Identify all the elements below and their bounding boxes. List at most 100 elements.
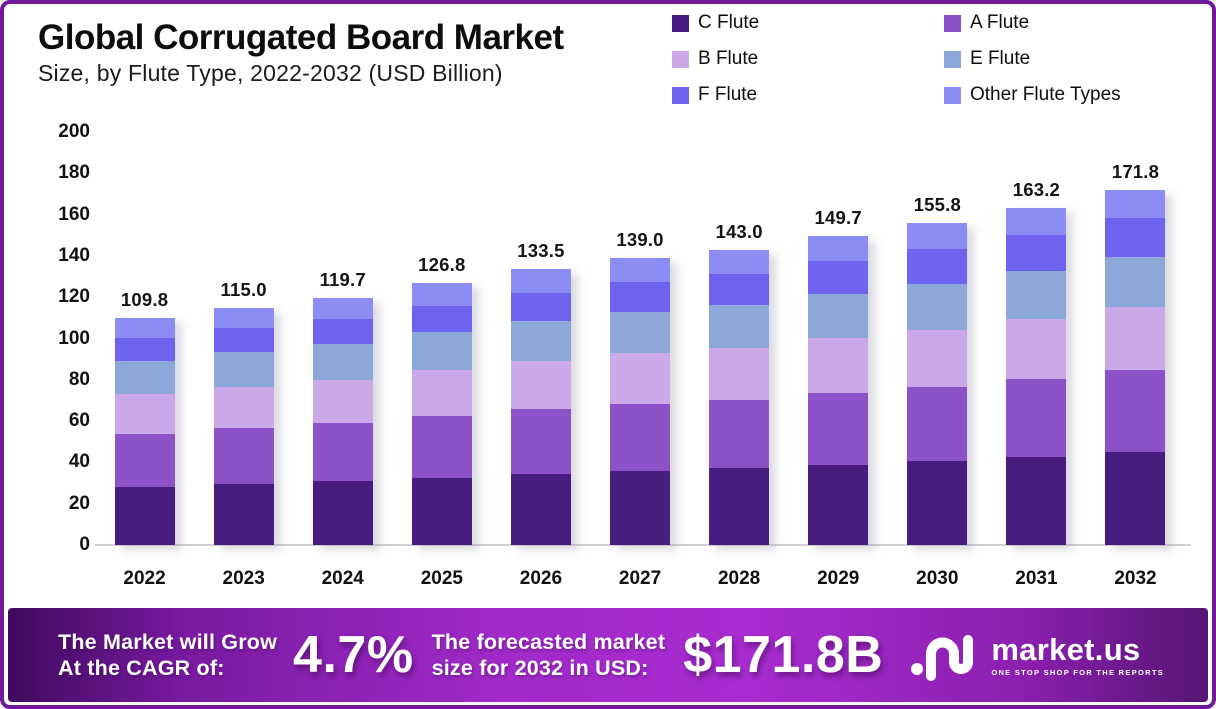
bar-column-2025: 126.8 2025 (392, 132, 491, 589)
bar-value-label: 133.5 (517, 240, 565, 262)
bar-column-2032: 171.8 2032 (1086, 132, 1185, 589)
bar-segment-a-flute (114, 433, 175, 487)
bar-stack-2031 (1006, 207, 1067, 545)
bar-stack-2029 (808, 235, 869, 545)
bar-segment-a-flute (709, 399, 770, 469)
bar-segment-b-flute (312, 380, 373, 424)
bar-segment-e-flute (1006, 271, 1067, 320)
y-axis-label: 80 (68, 368, 90, 390)
legend-label: C Flute (698, 12, 760, 33)
bar-segment-a-flute (610, 403, 671, 471)
bar-segment-c-flute (312, 481, 373, 545)
y-axis-label: 20 (68, 492, 90, 514)
x-axis-line (95, 544, 1191, 546)
forecast-label-line1: The forecasted market (431, 629, 666, 654)
bar-segment-a-flute (907, 386, 968, 462)
x-axis-label: 2029 (817, 568, 860, 589)
bar-segment-f-flute (808, 261, 869, 295)
bars-plot: 109.8 2022 115.0 2023 119.7 2024 126.8 2025 133.… (95, 132, 1185, 589)
x-axis-label: 2024 (321, 568, 364, 589)
bar-segment-e-flute (411, 332, 472, 371)
bar-segment-other-flute-types (907, 223, 968, 250)
bar-column-2024: 119.7 2024 (293, 132, 392, 589)
bar-segment-c-flute (1105, 452, 1166, 545)
bar-column-2028: 143.0 2028 (690, 132, 789, 589)
cagr-label: The Market will Grow At the CAGR of: (58, 629, 277, 681)
legend-label: Other Flute Types (970, 84, 1121, 105)
legend-item-c-flute: C Flute (672, 12, 944, 34)
forecast-value: $171.8B (683, 626, 884, 684)
legend-swatch-icon (672, 50, 689, 68)
legend-item-b-flute: B Flute (672, 48, 944, 70)
bar-segment-f-flute (213, 328, 274, 352)
bar-segment-other-flute-types (610, 258, 671, 282)
bar-column-2031: 163.2 2031 (987, 132, 1086, 589)
legend-swatch-icon (672, 14, 689, 32)
legend-label: B Flute (698, 48, 759, 69)
bar-stack-2024 (312, 297, 373, 545)
bar-value-label: 126.8 (418, 254, 466, 276)
x-axis-label: 2028 (717, 568, 761, 589)
page-title: Global Corrugated Board Market (38, 18, 564, 57)
y-axis: 0 20 40 60 80 100 120 140 160 180 200 (34, 121, 90, 555)
bar-segment-a-flute (312, 423, 373, 482)
marketus-logo-icon (911, 635, 974, 681)
bar-segment-b-flute (213, 386, 274, 429)
bar-stack-2025 (411, 283, 472, 545)
bar-segment-f-flute (709, 274, 770, 306)
bar-value-label: 155.8 (913, 194, 961, 216)
bar-segment-other-flute-types (312, 297, 373, 319)
bar-segment-c-flute (510, 473, 571, 545)
y-axis-label: 100 (58, 327, 90, 349)
page-subtitle: Size, by Flute Type, 2022-2032 (USD Bill… (38, 60, 503, 87)
bar-value-label: 143.0 (715, 220, 763, 242)
bar-column-2029: 149.7 2029 (789, 132, 888, 589)
bar-segment-f-flute (1006, 234, 1067, 272)
bar-column-2022: 109.8 2022 (95, 132, 194, 589)
bar-segment-c-flute (610, 470, 671, 545)
marketus-logo: market.us ONE STOP SHOP FOR THE REPORTS (909, 627, 1164, 683)
legend-swatch-icon (672, 86, 689, 104)
bar-stack-2032 (1105, 190, 1166, 545)
bar-value-label: 149.7 (814, 206, 862, 228)
bar-segment-e-flute (312, 343, 373, 381)
y-axis-label: 0 (79, 534, 90, 555)
legend-swatch-icon (944, 14, 961, 32)
bar-column-2030: 155.8 2030 (888, 132, 987, 589)
bar-segment-e-flute (1105, 257, 1166, 308)
bar-segment-e-flute (114, 360, 175, 394)
forecast-label-line2: size for 2032 in USD: (431, 656, 649, 680)
bar-segment-a-flute (510, 409, 571, 474)
bar-segment-b-flute (610, 353, 671, 404)
bar-value-label: 115.0 (220, 278, 267, 300)
bar-segment-e-flute (808, 294, 869, 339)
bar-stack-2022 (114, 318, 175, 545)
bar-stack-2027 (610, 258, 671, 545)
bar-segment-f-flute (312, 318, 373, 344)
bar-segment-b-flute (1006, 319, 1067, 379)
bar-segment-a-flute (1105, 370, 1166, 453)
legend-item-e-flute: E Flute (944, 48, 1121, 70)
footer-banner: The Market will Grow At the CAGR of: 4.7… (8, 608, 1208, 702)
y-axis-label: 60 (68, 410, 90, 432)
y-axis-label: 40 (68, 451, 90, 473)
y-axis-label: 180 (58, 162, 90, 184)
bar-segment-e-flute (907, 284, 968, 330)
bar-segment-c-flute (213, 484, 274, 545)
bar-segment-other-flute-types (808, 235, 869, 262)
bar-segment-f-flute (411, 305, 472, 333)
bar-column-2027: 139.0 2027 (590, 132, 689, 589)
bar-segment-b-flute (114, 393, 175, 434)
cagr-value: 4.7% (293, 626, 414, 684)
y-axis-label: 160 (58, 203, 90, 225)
bar-column-2023: 115.0 2023 (194, 132, 293, 589)
chart-header: Global Corrugated Board Market Size, by … (38, 18, 564, 87)
chart-legend: C Flute A Flute B Flute E Flute F Flute Other… (672, 12, 1121, 106)
legend-item-f-flute: F Flute (672, 84, 944, 106)
x-axis-label: 2031 (1015, 568, 1058, 589)
bar-segment-e-flute (510, 321, 571, 361)
bar-column-2026: 133.5 2026 (491, 132, 590, 589)
bar-segment-f-flute (907, 249, 968, 285)
bar-segment-other-flute-types (114, 318, 175, 339)
y-axis-label: 120 (58, 286, 90, 308)
